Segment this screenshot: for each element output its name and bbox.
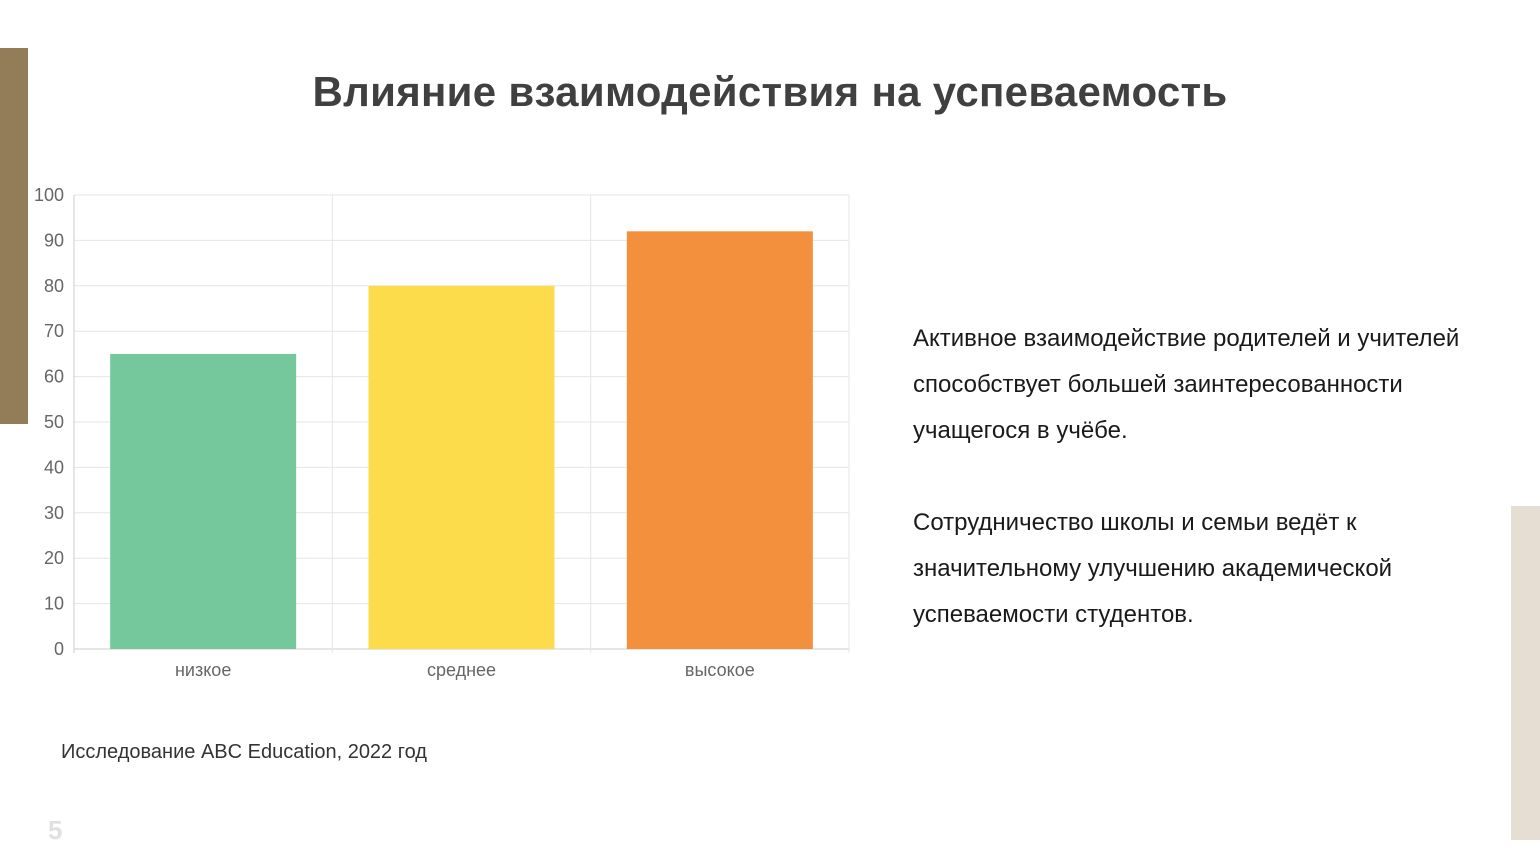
chart-x-ticks: низкое среднее высокое bbox=[175, 660, 755, 680]
y-tick-label: 10 bbox=[44, 594, 64, 614]
source-note: Исследование ABC Education, 2022 год bbox=[61, 741, 427, 763]
y-tick-label: 60 bbox=[44, 367, 64, 387]
y-tick-label: 40 bbox=[44, 457, 64, 477]
chart-bars bbox=[110, 231, 813, 649]
y-tick-label: 70 bbox=[44, 321, 64, 341]
page-number: 5 bbox=[48, 815, 63, 845]
paragraph-1: Активное взаимодействие родителей и учит… bbox=[913, 325, 1460, 444]
bar-2 bbox=[626, 231, 813, 649]
bar-1 bbox=[368, 285, 555, 649]
bar-chart: 0 10 20 30 40 50 60 70 80 90 100 низкое среднее высо… bbox=[34, 185, 850, 680]
slide-body: Активное взаимодействие родителей и учит… bbox=[913, 316, 1473, 684]
slide-title: Влияние взаимодействия на успеваемость bbox=[312, 68, 1228, 115]
chart-y-ticks: 0 10 20 30 40 50 60 70 80 90 100 bbox=[34, 185, 64, 659]
x-tick-label: высокое bbox=[685, 660, 755, 680]
y-tick-label: 90 bbox=[44, 230, 64, 250]
y-tick-label: 50 bbox=[44, 412, 64, 432]
paragraph-2: Сотрудничество школы и семьи ведёт к зна… bbox=[913, 509, 1393, 628]
x-tick-label: низкое bbox=[175, 660, 231, 680]
bar-0 bbox=[110, 353, 297, 649]
y-tick-label: 20 bbox=[44, 548, 64, 568]
right-accent-bar bbox=[1511, 506, 1540, 840]
y-tick-label: 0 bbox=[54, 639, 64, 659]
y-tick-label: 80 bbox=[44, 276, 64, 296]
y-tick-label: 30 bbox=[44, 503, 64, 523]
x-tick-label: среднее bbox=[427, 660, 496, 680]
y-tick-label: 100 bbox=[34, 185, 64, 205]
left-accent-bar bbox=[0, 48, 28, 424]
